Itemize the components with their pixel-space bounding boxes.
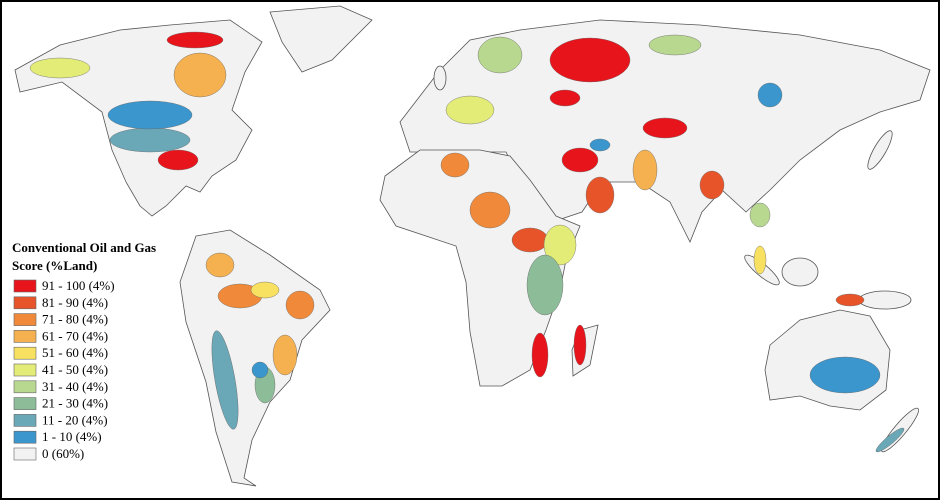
legend-label: 11 - 20 (4%) [42,412,108,427]
legend-title: Conventional Oil and Gas [12,240,156,255]
legend-label: 71 - 80 (4%) [42,312,108,327]
legend-swatch [13,363,37,377]
legend-label: 1 - 10 (4%) [42,429,102,444]
legend-swatch [13,397,37,410]
region [573,324,587,366]
legend-label: 51 - 60 (4%) [42,345,108,360]
legend-title: Score (%Land) [12,258,97,273]
region [875,427,905,453]
region [469,191,511,229]
region [648,34,702,56]
region [642,117,688,139]
score-regions [29,31,905,453]
legend-label: 81 - 90 (4%) [42,295,108,310]
region [632,149,658,191]
legend-label: 31 - 40 (4%) [42,379,108,394]
legend-swatch [13,279,37,293]
region [543,224,577,266]
legend-label: 21 - 30 (4%) [42,396,108,411]
region [173,52,227,98]
britain [433,65,447,91]
region [757,82,783,108]
region [549,89,581,107]
legend-label: 41 - 50 (4%) [42,362,108,377]
region [285,290,315,320]
region [166,31,224,49]
legend-swatch [13,380,37,394]
region [549,37,631,83]
region [511,227,549,253]
new-guinea [858,290,912,310]
region [699,170,725,200]
region [107,100,193,130]
region [589,138,611,152]
region [477,36,523,74]
region [531,332,549,378]
legend-swatch [13,414,37,427]
region [749,202,771,228]
region [109,127,191,153]
legend-swatch [13,296,37,310]
legend-swatch [13,313,37,326]
legend-swatch [13,430,37,444]
region [561,147,599,173]
region [585,176,615,214]
region [753,245,767,275]
legend-label: 61 - 70 (4%) [42,328,108,343]
legend: Conventional Oil and Gas Score (%Land) 9… [12,240,156,461]
region [809,356,881,394]
borneo [781,257,819,287]
region [211,330,239,430]
legend-swatch [13,330,37,343]
region [835,293,865,307]
greenland [269,5,373,73]
region [251,361,269,379]
region [250,281,280,299]
region [440,152,470,178]
region [272,334,298,376]
region [526,254,564,316]
legend-label: 0 (60%) [42,446,84,461]
region [29,57,91,79]
legend-swatch [13,346,37,360]
region [157,149,199,171]
legend-swatch [13,447,37,461]
legend-label: 91 - 100 (4%) [42,278,115,293]
region [445,95,495,125]
region [205,252,235,278]
japan [867,130,893,170]
